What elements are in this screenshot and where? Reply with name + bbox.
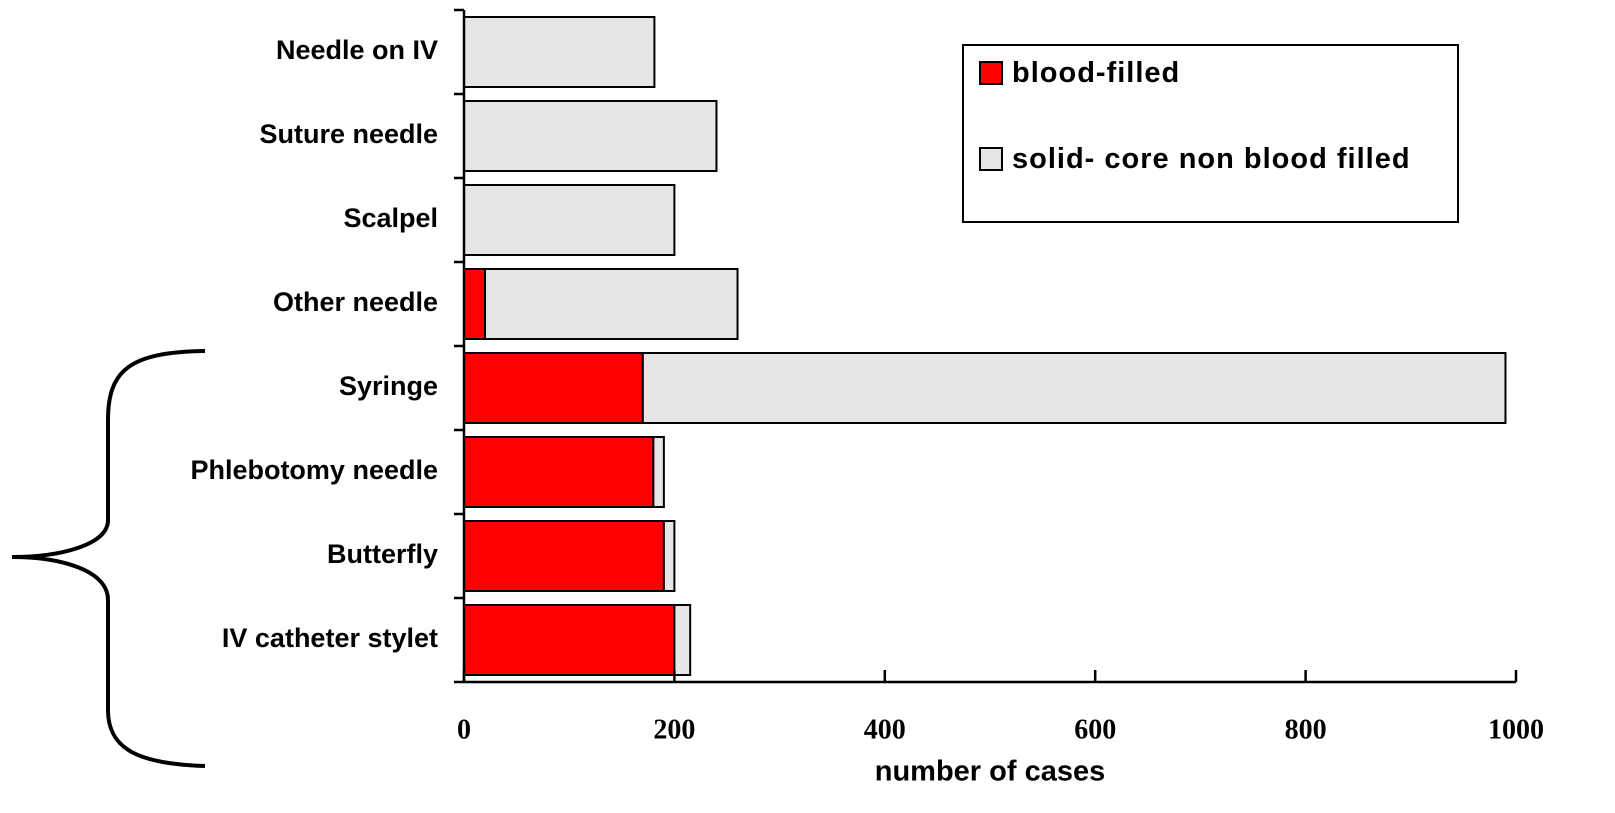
legend-swatch — [979, 147, 1003, 171]
y-tick-label: Scalpel — [343, 203, 438, 233]
legend-label: blood-filled — [1012, 57, 1181, 89]
x-axis-label: number of cases — [875, 756, 1105, 788]
x-tick-label: 800 — [1285, 714, 1327, 745]
bar-segment — [673, 604, 692, 676]
y-tick-label: Syringe — [339, 371, 438, 401]
legend-label-box: solid- core non blood filled — [1012, 143, 1411, 175]
bar-segment — [463, 352, 644, 424]
bar-segment — [463, 436, 655, 508]
bar-segment — [641, 352, 1507, 424]
bar-segment — [463, 16, 656, 88]
bar-segment — [463, 604, 676, 676]
legend — [962, 44, 1459, 223]
bar-segment — [463, 520, 665, 592]
bar-segment — [662, 520, 676, 592]
legend-label: solid- core non blood filled — [1012, 143, 1411, 175]
y-tick-label: Butterfly — [327, 539, 438, 569]
x-tick-label: 1000 — [1488, 714, 1544, 745]
y-tick-label: Suture needle — [259, 119, 438, 149]
y-tick-label: IV catheter stylet — [222, 623, 438, 653]
brace — [11, 349, 206, 768]
bar-segment — [463, 268, 487, 340]
legend-swatch — [979, 61, 1003, 85]
bar-segment — [463, 100, 718, 172]
x-tick-label: 400 — [864, 714, 906, 745]
x-tick-label: 0 — [457, 714, 471, 745]
x-tick-label: 600 — [1074, 714, 1116, 745]
y-tick-label: Phlebotomy needle — [190, 455, 438, 485]
y-tick-label: Other needle — [273, 287, 438, 317]
x-tick-label: 200 — [653, 714, 695, 745]
bar-segment — [652, 436, 665, 508]
legend-label-box: blood-filled — [1012, 57, 1181, 89]
bar-segment — [484, 268, 739, 340]
bar-segment — [463, 184, 676, 256]
y-tick-label: Needle on IV — [276, 35, 438, 65]
